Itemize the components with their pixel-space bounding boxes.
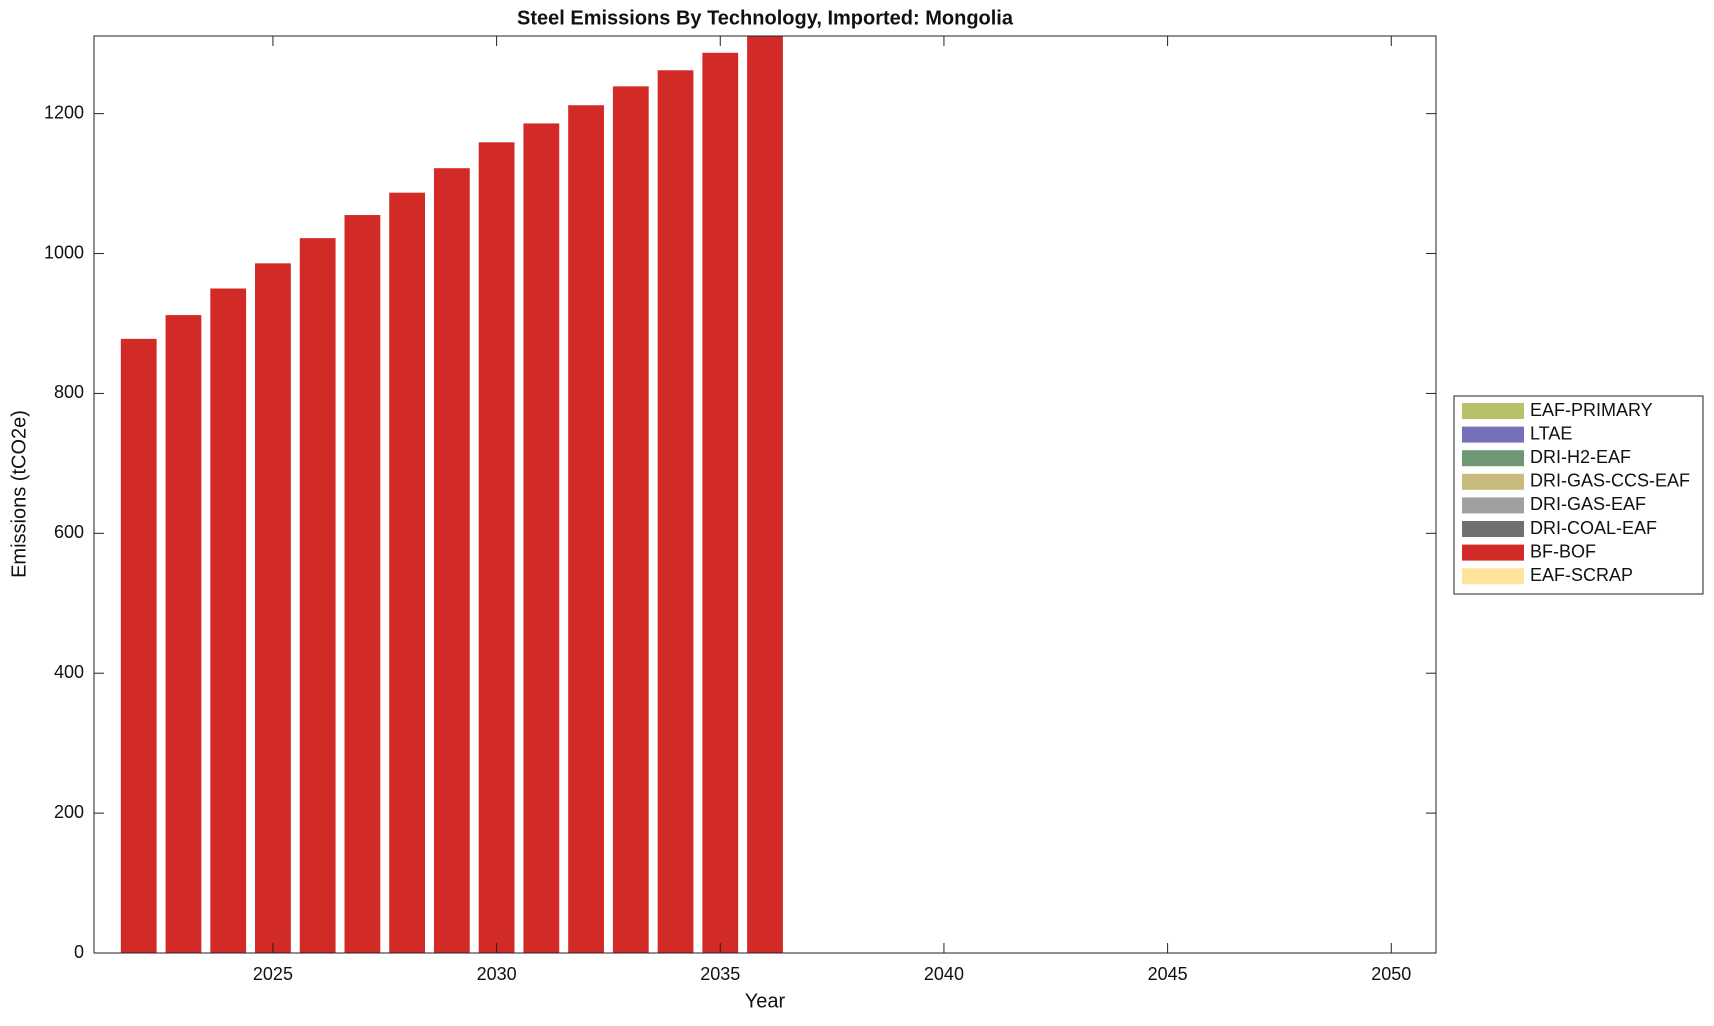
legend-label: LTAE bbox=[1530, 423, 1572, 443]
bar-segment bbox=[389, 192, 426, 953]
legend-swatch bbox=[1462, 403, 1524, 419]
bar-segment bbox=[120, 338, 157, 953]
bar-segment bbox=[568, 105, 604, 953]
bar-segment bbox=[344, 215, 381, 953]
bars bbox=[120, 36, 783, 953]
legend-label: DRI-COAL-EAF bbox=[1530, 518, 1657, 538]
bar-segment bbox=[210, 288, 247, 953]
x-axis-label: Year bbox=[745, 990, 786, 1012]
legend-swatch bbox=[1462, 521, 1524, 537]
y-tick-label: 800 bbox=[54, 382, 84, 402]
legend-swatch bbox=[1462, 497, 1524, 514]
legend-swatch bbox=[1462, 473, 1524, 490]
bar-segment bbox=[299, 238, 336, 953]
legend-label: EAF-PRIMARY bbox=[1530, 400, 1653, 420]
bar-segment bbox=[523, 123, 560, 953]
x-tick-label: 2040 bbox=[924, 964, 964, 984]
plot-frame bbox=[93, 35, 1437, 954]
bar-segment bbox=[747, 36, 783, 953]
bar-segment bbox=[657, 70, 694, 953]
legend-swatch bbox=[1462, 568, 1524, 585]
legend-label: BF-BOF bbox=[1530, 541, 1596, 561]
x-tick-label: 2025 bbox=[253, 964, 293, 984]
bar-segment bbox=[478, 142, 515, 953]
bar-segment bbox=[612, 86, 649, 953]
x-tick-label: 2050 bbox=[1371, 964, 1411, 984]
legend-swatch bbox=[1462, 544, 1524, 561]
legend-label: EAF-SCRAP bbox=[1530, 565, 1633, 585]
y-axis-label: Emissions (tCO2e) bbox=[8, 410, 30, 578]
y-tick-label: 600 bbox=[54, 522, 84, 542]
y-tick-label: 1200 bbox=[44, 102, 84, 122]
x-tick-label: 2035 bbox=[700, 964, 740, 984]
legend-swatch bbox=[1462, 450, 1524, 467]
y-tick-label: 400 bbox=[54, 662, 84, 682]
bar-segment bbox=[165, 315, 202, 953]
bar-segment bbox=[702, 52, 739, 953]
bar-segment bbox=[433, 168, 470, 953]
x-tick-label: 2045 bbox=[1148, 964, 1188, 984]
x-tick-label: 2030 bbox=[477, 964, 517, 984]
chart-title: Steel Emissions By Technology, Imported:… bbox=[517, 7, 1014, 29]
bar-segment bbox=[255, 263, 291, 953]
y-tick-label: 1000 bbox=[44, 242, 84, 262]
legend-label: DRI-H2-EAF bbox=[1530, 447, 1631, 467]
y-tick-label: 0 bbox=[74, 942, 84, 962]
legend-label: DRI-GAS-EAF bbox=[1530, 494, 1646, 514]
legend-swatch bbox=[1462, 426, 1524, 443]
legend-label: DRI-GAS-CCS-EAF bbox=[1530, 471, 1690, 491]
y-tick-label: 200 bbox=[54, 802, 84, 822]
